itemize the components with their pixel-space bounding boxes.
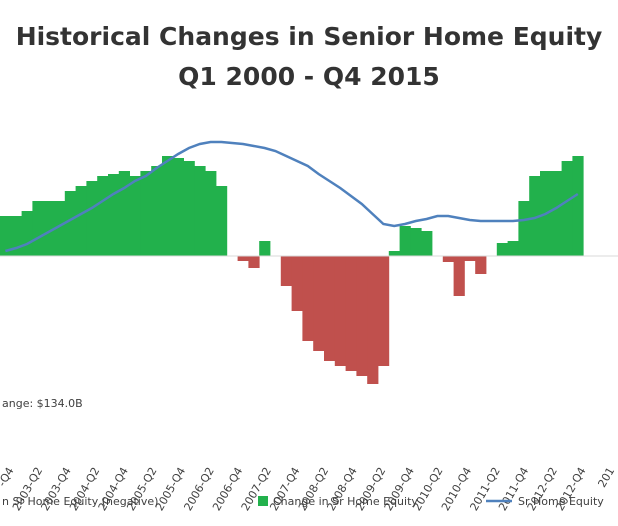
bars-group [0,156,584,384]
bar [248,256,260,268]
bar [496,243,508,256]
bar [21,211,33,256]
annotation-text: ange: $134.0B [2,397,83,410]
legend-swatch [258,496,268,506]
bar [442,256,454,262]
bar [334,256,346,366]
bar [97,176,109,256]
bar [205,171,217,256]
bar [453,256,465,296]
bar [356,256,368,376]
bar [291,256,303,311]
bar [237,256,249,261]
bar [313,256,325,351]
bar [108,174,120,256]
bar [399,226,411,256]
bar [172,158,184,256]
bar [64,191,76,256]
bar [162,156,174,256]
bar [388,251,400,256]
bar [421,231,433,256]
x-tick-label: -Q4 [0,465,17,489]
bar [43,201,55,256]
bar [10,216,22,256]
bar [475,256,487,274]
bar [86,181,98,256]
legend-label: Change in Sr Home Equity [273,495,418,508]
bar [194,166,206,256]
bar [151,166,163,256]
bar [507,241,519,256]
chart-subtitle: Q1 2000 - Q4 2015 [178,62,440,91]
legend-label: Sr Home Equity [518,495,604,508]
bar [518,201,530,256]
bar [550,171,562,256]
bar [572,156,584,256]
bar [345,256,357,371]
bar [280,256,292,286]
bar [378,256,390,366]
bar [75,186,87,256]
bar [529,176,541,256]
bar [140,171,152,256]
bar [32,201,44,256]
chart-title: Historical Changes in Senior Home Equity [15,22,603,51]
bar [367,256,379,384]
bar [183,161,195,256]
bar [259,241,271,256]
bar [324,256,336,361]
legend-label: n Sr Home Equity (negative) [2,495,158,508]
bar [464,256,476,261]
bar [129,176,141,256]
legend: n Sr Home Equity (negative) Change in Sr … [2,495,604,508]
bar [216,186,228,256]
bar [561,161,573,256]
bar [0,216,12,256]
bar [54,201,66,256]
x-tick-label: 201 [595,465,617,490]
series-line-sr-home-equity [5,140,579,253]
bar [302,256,314,341]
bar [410,228,422,256]
bar [118,171,130,256]
